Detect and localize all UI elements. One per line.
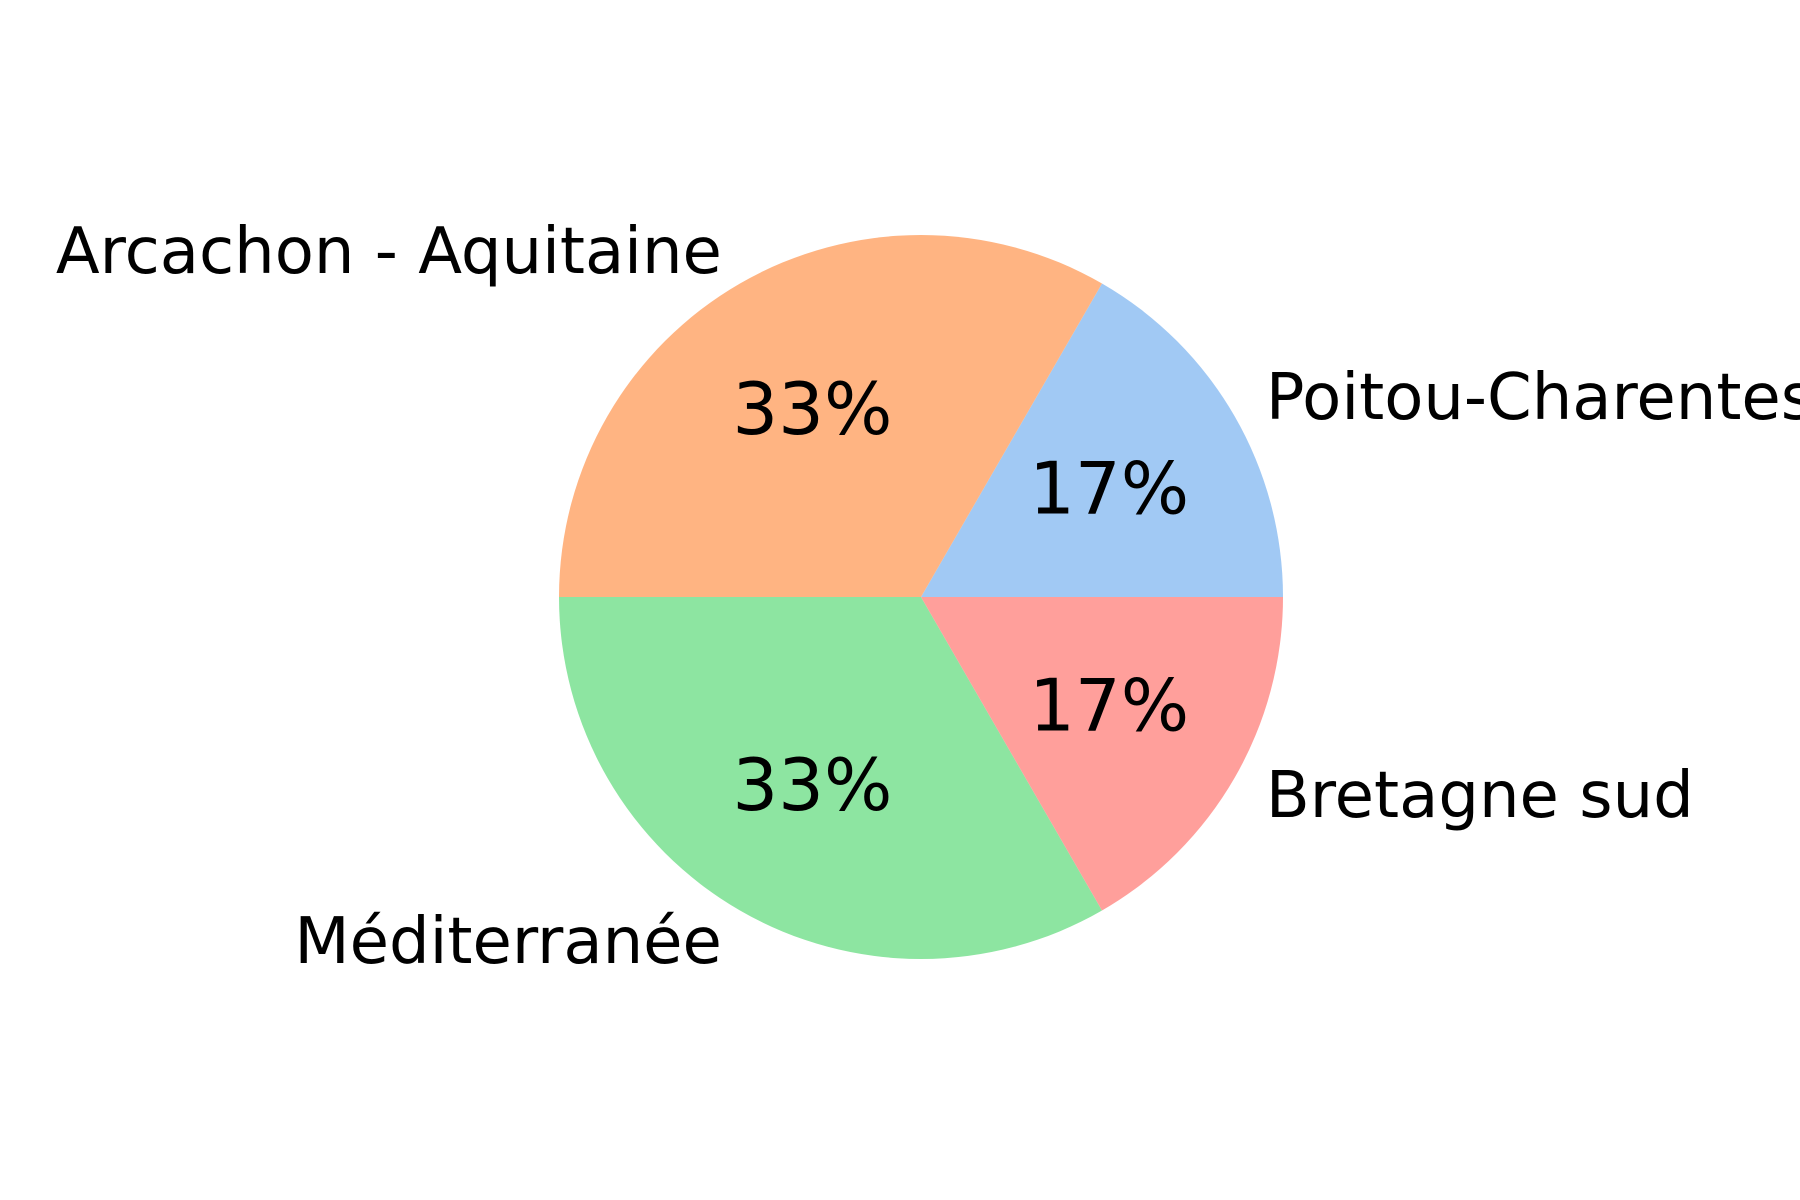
pie-slices: [559, 235, 1283, 959]
pie-slice-mediterranee: [559, 597, 1102, 959]
pie-labels: Poitou-Charentes 17% Arcachon - Aquitaine 3…: [56, 215, 1800, 979]
pie-slice-arcachon-aquitaine: [559, 235, 1102, 597]
pie-slice-bretagne-sud: [921, 597, 1283, 911]
slice-percent-poitou-charentes: 17%: [1029, 446, 1189, 530]
slice-label-bretagne-sud: Bretagne sud: [1266, 759, 1694, 833]
slice-percent-arcachon-aquitaine: 33%: [732, 367, 892, 451]
slice-label-poitou-charentes: Poitou-Charentes: [1266, 361, 1800, 435]
slice-percent-bretagne-sud: 17%: [1029, 664, 1189, 748]
slice-label-arcachon-aquitaine: Arcachon - Aquitaine: [56, 215, 722, 289]
slice-label-mediterranee: Méditerranée: [294, 905, 722, 979]
slice-percent-mediterranee: 33%: [732, 743, 892, 827]
pie-slice-poitou-charentes: [921, 283, 1283, 597]
